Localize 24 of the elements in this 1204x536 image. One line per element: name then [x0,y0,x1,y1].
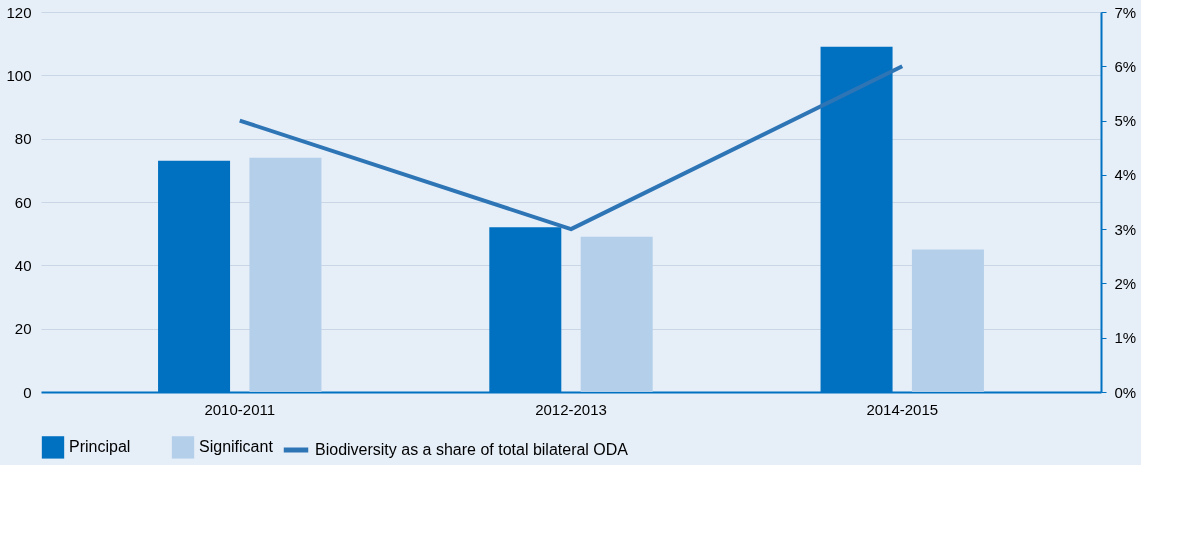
y-tick-label: 80 [14,130,32,148]
y2-tick-label: 7% [1114,3,1137,21]
y-tick-label: 20 [14,320,32,338]
y-tick-label: 100 [6,66,32,84]
y2-tick-label: 3% [1114,220,1137,238]
y-tick-label: 40 [14,256,32,274]
y2-tick-label: 6% [1114,57,1137,75]
y-tick-label: 120 [6,3,32,21]
legend-label: Principal [69,438,131,456]
y-tick-label: 60 [14,193,32,211]
x-tick-label: 2012-2013 [535,400,607,418]
x-tick-label: 2014-2015 [866,400,939,418]
y-tick-label: 0 [23,383,32,401]
x-tick-label: 2010-2011 [204,400,276,418]
y2-tick-label: 1% [1114,329,1137,347]
bar [580,236,653,392]
y2-tick-label: 5% [1114,112,1137,130]
y2-tick-label: 2% [1114,274,1137,292]
bar [249,157,322,392]
y2-tick-label: 4% [1114,166,1137,184]
y2-tick-label: 0% [1114,383,1137,401]
legend-label: Significant [199,438,274,456]
legend-label: Biodiversity as a share of total bilateral ODA [315,441,629,458]
bar [911,249,984,392]
